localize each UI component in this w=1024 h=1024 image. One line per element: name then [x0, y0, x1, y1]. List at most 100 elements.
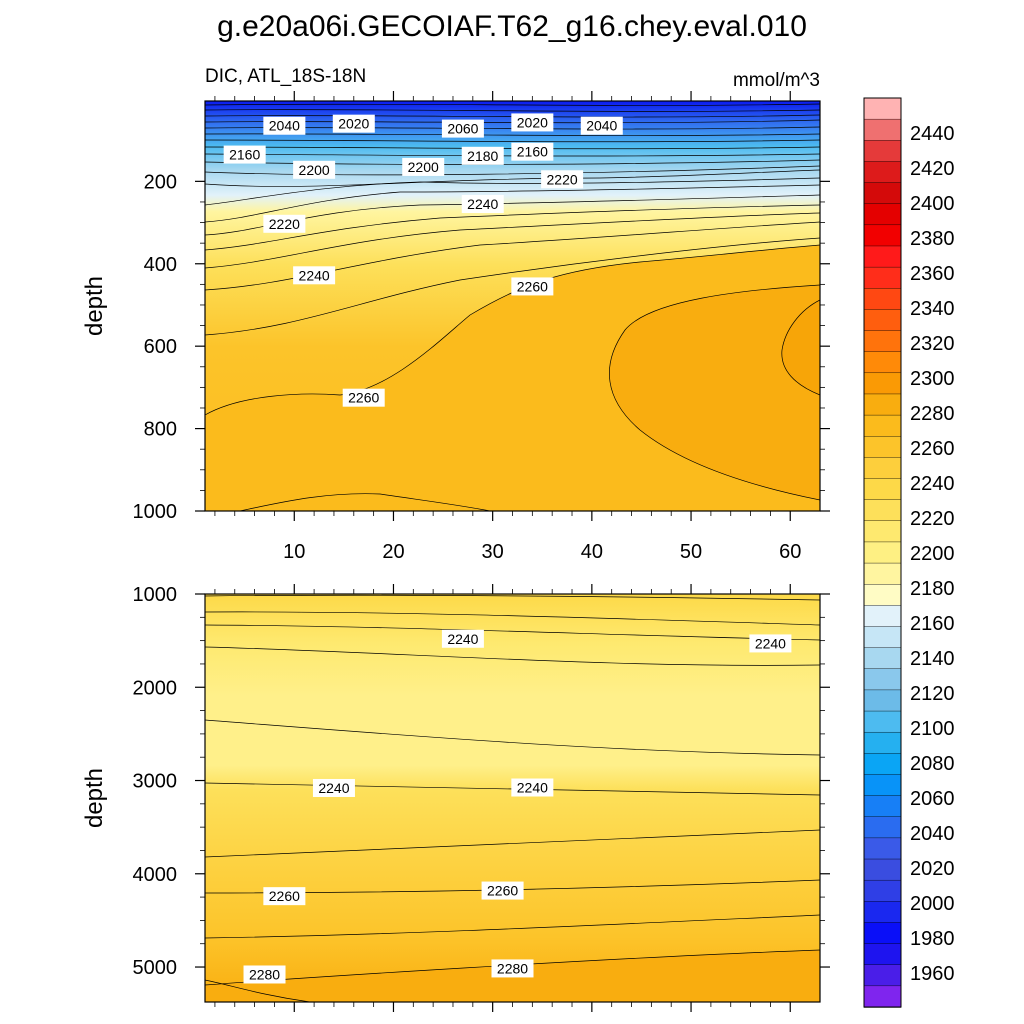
- contour-label: 2040: [580, 116, 623, 135]
- contour-label: 2260: [511, 277, 554, 296]
- colorbar-box: [863, 584, 902, 607]
- bottom-ytick-label: 4000: [133, 864, 178, 886]
- top-ytick-label: 800: [144, 419, 177, 441]
- subtitle-right: mmol/m^3: [733, 70, 820, 91]
- svg-text:2260: 2260: [269, 888, 300, 904]
- svg-text:2220: 2220: [269, 216, 300, 232]
- contour-label: 2240: [749, 634, 792, 653]
- colorbar-box: [863, 541, 902, 564]
- svg-text:2060: 2060: [447, 121, 478, 137]
- colorbar-box: [863, 626, 902, 649]
- colorbar-box: [863, 964, 902, 987]
- contour-label: 2240: [461, 195, 504, 214]
- colorbar-box: [863, 731, 902, 755]
- svg-text:2240: 2240: [755, 635, 786, 651]
- colorbar-label: 2040: [910, 823, 955, 845]
- colorbar-box: [863, 816, 902, 839]
- colorbar-label: 2180: [910, 578, 955, 600]
- colorbar-label: 2100: [910, 718, 955, 740]
- colorbar-label: 2200: [910, 543, 955, 565]
- contour-label: 2260: [481, 881, 524, 900]
- contour-label: 2160: [223, 145, 266, 164]
- colorbar-label: 2120: [910, 683, 955, 705]
- colorbar-box: [863, 118, 902, 141]
- svg-text:2020: 2020: [338, 116, 369, 132]
- svg-text:2220: 2220: [547, 171, 578, 187]
- colorbar-label: 2280: [910, 403, 955, 425]
- colorbar-box: [863, 436, 902, 459]
- contour-label: 2180: [461, 146, 504, 165]
- contour-label: 2240: [312, 778, 355, 797]
- colorbar-box: [863, 689, 902, 712]
- contour-label: 2020: [332, 114, 375, 133]
- colorbar-box: [863, 224, 902, 247]
- colorbar-box: [863, 520, 902, 543]
- colorbar-label: 1960: [910, 963, 955, 985]
- colorbar-label: 2360: [910, 263, 955, 285]
- contour-label: 2200: [293, 160, 336, 179]
- svg-text:2200: 2200: [299, 162, 330, 178]
- subtitle-left: DIC, ATL_18S-18N: [205, 66, 366, 87]
- figure-title: g.e20a06i.GECOIAF.T62_g16.chey.eval.010: [217, 10, 807, 43]
- svg-text:2180: 2180: [467, 148, 498, 164]
- top-xtick-label: 10: [283, 541, 305, 563]
- colorbar-box: [863, 901, 902, 924]
- colorbar-box: [863, 943, 902, 966]
- colorbar-box: [863, 710, 902, 733]
- svg-text:2240: 2240: [318, 780, 349, 796]
- svg-text:2020: 2020: [517, 114, 548, 130]
- svg-text:2040: 2040: [586, 118, 617, 134]
- colorbar-box: [863, 499, 902, 522]
- contour-label: 2020: [511, 113, 554, 132]
- colorbar-box: [863, 922, 902, 945]
- colorbar-label: 2240: [910, 473, 955, 495]
- colorbar-label: 2340: [910, 298, 955, 320]
- colorbar-label: 2060: [910, 788, 955, 810]
- svg-text:2160: 2160: [517, 144, 548, 160]
- svg-text:2240: 2240: [299, 267, 330, 283]
- colorbar-box: [863, 309, 902, 332]
- bottom-ylabel: depth: [81, 768, 108, 828]
- svg-text:2240: 2240: [517, 780, 548, 796]
- colorbar-label: 2160: [910, 613, 955, 635]
- contour-label: 2160: [511, 142, 554, 161]
- svg-text:2040: 2040: [269, 118, 300, 134]
- svg-text:2260: 2260: [348, 390, 379, 406]
- colorbar-label: 2420: [910, 158, 955, 180]
- colorbar-box: [863, 562, 902, 585]
- colorbar-box: [863, 203, 902, 226]
- colorbar-box: [863, 605, 902, 628]
- colorbar-label: 2260: [910, 438, 955, 460]
- contour-label: 2040: [263, 116, 306, 135]
- colorbar-box: [863, 288, 902, 311]
- colorbar-box: [863, 330, 902, 353]
- bottom-ytick-label: 5000: [133, 957, 178, 979]
- bottom-panel: 2240 2240 2240 2240 2260 2260 2280 2280 1000 200…: [81, 584, 830, 1012]
- colorbar-box: [863, 753, 902, 776]
- top-ytick-label: 600: [144, 336, 177, 358]
- colorbar-box: [863, 879, 902, 903]
- colorbar-label: 2320: [910, 333, 955, 355]
- top-xtick-label: 30: [482, 541, 504, 563]
- top-ytick-label: 400: [144, 254, 177, 276]
- contour-label: 2240: [511, 778, 554, 797]
- svg-text:2240: 2240: [467, 196, 498, 212]
- colorbar-box: [863, 97, 902, 120]
- colorbar-label: 1980: [910, 928, 955, 950]
- colorbar-box: [863, 668, 902, 691]
- contour-label: 2280: [243, 965, 286, 984]
- colorbar-label: 2080: [910, 753, 955, 775]
- svg-text:2160: 2160: [229, 147, 260, 163]
- colorbar-box: [863, 858, 902, 881]
- contour-label: 2220: [263, 214, 306, 233]
- contour-label: 2260: [342, 388, 385, 407]
- svg-text:2240: 2240: [447, 631, 478, 647]
- colorbar-box: [863, 985, 902, 1008]
- colorbar-box: [863, 795, 902, 818]
- top-ytick-label: 1000: [133, 501, 178, 523]
- colorbar-box: [863, 837, 902, 860]
- top-ytick-label: 200: [144, 171, 177, 193]
- colorbar-label: 2000: [910, 893, 955, 915]
- contour-label: 2260: [263, 887, 306, 906]
